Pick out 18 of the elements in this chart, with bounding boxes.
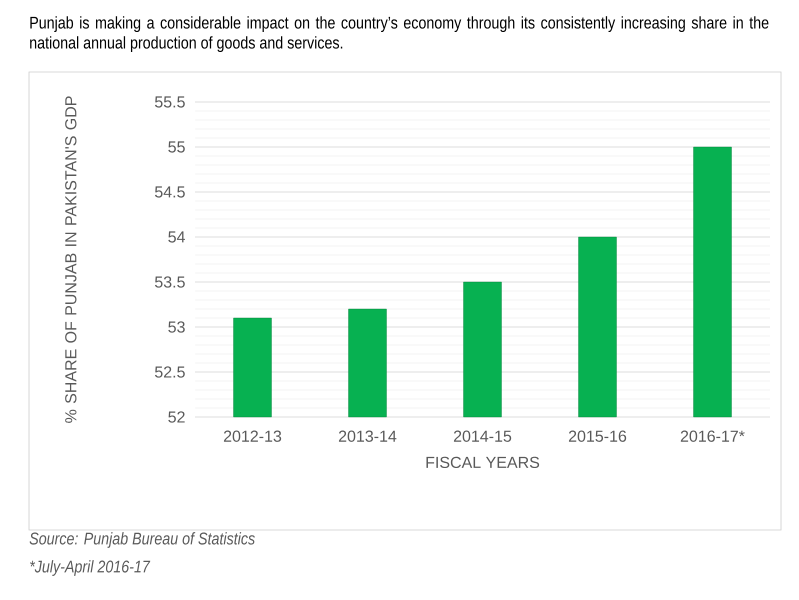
y-axis-title: % SHARE OF PUNJAB IN PAKISTAN'S GDP <box>65 96 76 423</box>
x-tick-label: 2015-16 <box>568 430 626 442</box>
x-tick-label: 2012-13 <box>224 430 282 442</box>
chart-title: Punjab is making a considerable impact on the country’s economy through its consistently increasing share in the national annual production of goods and services. <box>30 16 768 52</box>
y-tick-label: 54.5 <box>154 186 185 198</box>
text: *July-April 2016-17 <box>30 560 150 576</box>
x-tick-label: 2016-17* <box>680 430 745 442</box>
y-tick-label: 55.5 <box>154 96 185 108</box>
x-axis-title: FISCAL YEARS <box>426 456 540 468</box>
x-tick-label: 2014-15 <box>454 430 512 442</box>
y-tick-label: 52 <box>168 411 185 423</box>
x-tick-label: 2013-14 <box>338 430 396 442</box>
y-tick-label: 53.5 <box>154 276 185 288</box>
y-tick-label: 55 <box>168 141 185 153</box>
y-tick-label: 53 <box>168 321 185 333</box>
source-note: Source: Punjab Bureau of Statistics <box>30 532 255 548</box>
y-tick-label: 54 <box>168 231 185 243</box>
y-tick-label: 52.5 <box>154 366 185 378</box>
